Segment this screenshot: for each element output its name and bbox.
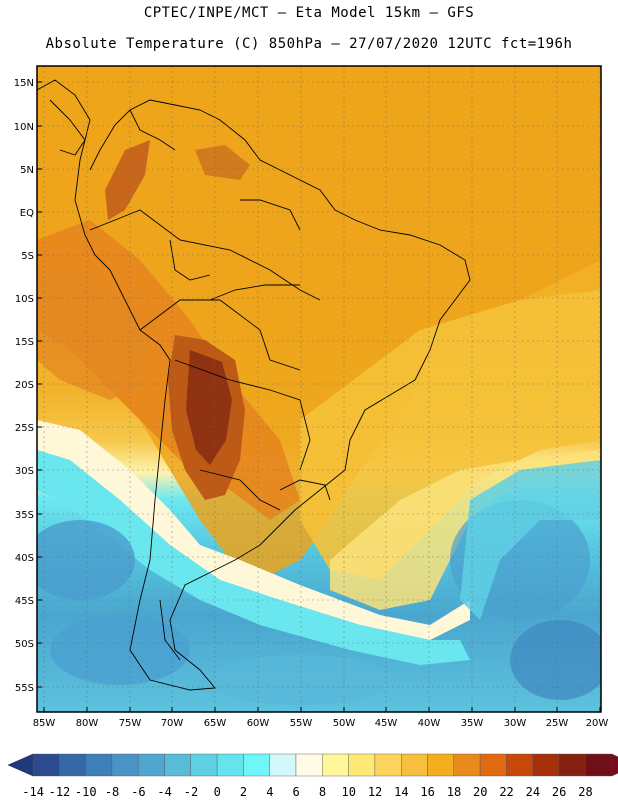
map-frame	[36, 65, 602, 713]
lat-label: 55S	[15, 683, 34, 694]
colorbar-swatch	[59, 753, 86, 777]
lon-label: 85W	[33, 718, 56, 729]
graticule	[37, 66, 601, 712]
colorbar-tick-label: 12	[368, 785, 382, 799]
lat-label: 30S	[15, 466, 34, 477]
colorbar-swatch	[137, 753, 165, 777]
lat-label: 5N	[20, 165, 34, 176]
colorbar-swatch	[164, 753, 191, 777]
lat-label: 20S	[15, 380, 34, 391]
lat-label: 5S	[21, 251, 34, 262]
lon-label: 30W	[504, 718, 527, 729]
lon-label: 35W	[461, 718, 484, 729]
latitude-labels: 15N 10N 5N EQ 5S 10S 15S 20S 25S 30S 35S…	[14, 78, 34, 694]
lat-label: 10S	[15, 294, 34, 305]
lat-label: 10N	[14, 122, 34, 133]
lon-label: 45W	[375, 718, 398, 729]
colorbar-swatch	[401, 753, 428, 777]
colorbar-swatch	[322, 753, 349, 777]
lon-label: 70W	[161, 718, 184, 729]
lat-label: 15N	[14, 78, 34, 89]
lon-label: 65W	[204, 718, 227, 729]
temperature-field	[37, 66, 601, 712]
colorbar-tick-label: 10	[342, 785, 356, 799]
colorbar-swatch	[348, 753, 376, 777]
colorbar-tick-label: 22	[499, 785, 513, 799]
coastlines-borders	[36, 79, 471, 691]
colorbar-swatch	[32, 753, 60, 777]
lat-label: 50S	[15, 639, 34, 650]
lon-label: 20W	[586, 718, 609, 729]
colorbar: -14 -12 -10 -8 -6 -4 -2 0 2 4 6 8 10 12 14 16 18 20 22 24 26…	[7, 753, 618, 799]
colorbar-tick-label: 0	[214, 785, 221, 799]
lon-label: 60W	[247, 718, 270, 729]
colorbar-low-arrow	[7, 753, 34, 777]
lat-label: 25S	[15, 423, 34, 434]
lat-label: EQ	[20, 208, 34, 219]
lon-label: 55W	[290, 718, 313, 729]
lon-label: 50W	[333, 718, 356, 729]
colorbar-tick-label: 4	[266, 785, 273, 799]
lon-label: 40W	[418, 718, 441, 729]
colorbar-swatch	[453, 753, 481, 777]
lat-label: 45S	[15, 596, 34, 607]
colorbar-swatch	[269, 753, 297, 777]
colorbar-tick-label: 28	[578, 785, 592, 799]
colorbar-tick-label: 8	[319, 785, 326, 799]
colorbar-tick-label: -6	[131, 785, 145, 799]
colorbar-tick-label: 20	[473, 785, 487, 799]
colorbar-tick-label: 26	[552, 785, 566, 799]
lon-label: 80W	[76, 718, 99, 729]
colorbar-swatch	[295, 753, 323, 777]
colorbar-tick-label: -12	[49, 785, 71, 799]
colorbar-tick-label: -2	[184, 785, 198, 799]
lon-label: 25W	[546, 718, 569, 729]
colorbar-swatch	[506, 753, 533, 777]
colorbar-swatch	[243, 753, 270, 777]
colorbar-swatch	[532, 753, 560, 777]
colorbar-tick-label: 14	[394, 785, 408, 799]
colorbar-tick-label: -4	[157, 785, 171, 799]
colorbar-swatch	[585, 753, 612, 777]
axis-ticks	[37, 81, 601, 712]
colorbar-swatch	[427, 753, 454, 777]
colorbar-swatch	[190, 753, 218, 777]
colorbar-swatch	[216, 753, 244, 777]
title-line-2: Absolute Temperature (C) 850hPa – 27/07/…	[45, 36, 573, 52]
colorbar-swatch	[558, 753, 586, 777]
title-line-1: CPTEC/INPE/MCT – Eta Model 15km – GFS	[143, 5, 475, 21]
colorbar-tick-label: 2	[240, 785, 247, 799]
colorbar-tick-label: -8	[105, 785, 119, 799]
colorbar-tick-label: 6	[293, 785, 300, 799]
colorbar-tick-label: -10	[75, 785, 97, 799]
colorbar-tick-label: -14	[22, 785, 44, 799]
lat-label: 15S	[15, 337, 34, 348]
colorbar-swatch	[479, 753, 507, 777]
colorbar-swatch	[85, 753, 113, 777]
colorbar-tick-label: 18	[447, 785, 461, 799]
lon-label: 75W	[119, 718, 142, 729]
colorbar-tick-label: 24	[526, 785, 540, 799]
colorbar-tick-label: 16	[420, 785, 434, 799]
colorbar-high-arrow	[611, 753, 618, 777]
colorbar-swatch	[111, 753, 139, 777]
longitude-labels: 85W 80W 75W 70W 65W 60W 55W 50W 45W 40W …	[33, 718, 609, 729]
colorbar-swatch	[374, 753, 402, 777]
lat-label: 35S	[15, 510, 34, 521]
lat-label: 40S	[15, 553, 34, 564]
